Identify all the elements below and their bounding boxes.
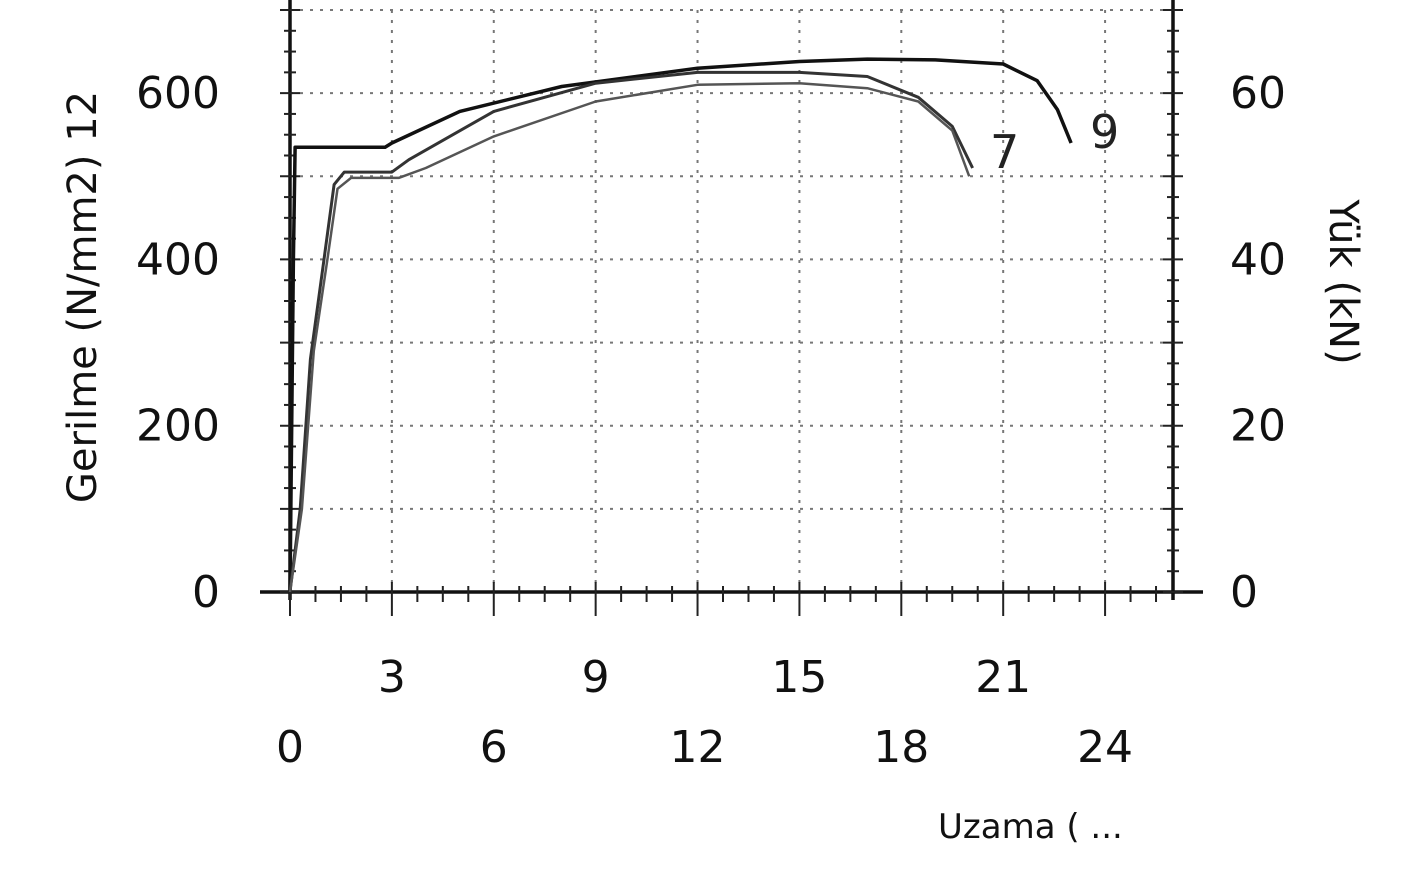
tick-labels: 0 200 400 600 0 20 40 60 3 9 15 21 0 6 12 18 24 <box>136 68 1286 773</box>
tick-marks <box>280 9 1183 616</box>
grid <box>290 9 1173 592</box>
x-tick-label-lower: 24 <box>1077 722 1133 773</box>
x-axis-title: Uzama ( ... <box>938 807 1123 847</box>
x-tick-label-upper: 9 <box>582 652 610 703</box>
curve-label-9: 9 <box>1090 105 1119 159</box>
series-line-2 <box>288 70 974 593</box>
x-tick-label-lower: 18 <box>873 722 929 773</box>
x-tick-label-lower: 12 <box>670 722 726 773</box>
y-tick-label: 200 <box>136 401 220 452</box>
y-tick-label: 400 <box>136 234 220 285</box>
x-tick-label-lower: 6 <box>480 722 508 773</box>
y2-tick-label: 20 <box>1230 401 1286 452</box>
y2-tick-label: 40 <box>1230 234 1286 285</box>
y-tick-label: 600 <box>136 68 220 119</box>
series-lines <box>288 57 1073 593</box>
x-tick-label-upper: 3 <box>378 652 406 703</box>
x-tick-label-upper: 21 <box>975 652 1031 703</box>
x-tick-label-lower: 0 <box>276 722 304 773</box>
y2-axis-title: Yük (kN) <box>1320 198 1366 364</box>
y-axis-title: Gerilme (N/mm2) 12 <box>60 91 106 503</box>
x-tick-label-upper: 15 <box>771 652 827 703</box>
y2-tick-label: 60 <box>1230 68 1286 119</box>
y-tick-label: 0 <box>192 567 220 618</box>
axes <box>260 0 1203 600</box>
y2-tick-label: 0 <box>1230 567 1258 618</box>
series-line-3 <box>288 81 971 593</box>
series-line-1 <box>288 57 1073 593</box>
curve-label-7: 7 <box>990 125 1019 179</box>
